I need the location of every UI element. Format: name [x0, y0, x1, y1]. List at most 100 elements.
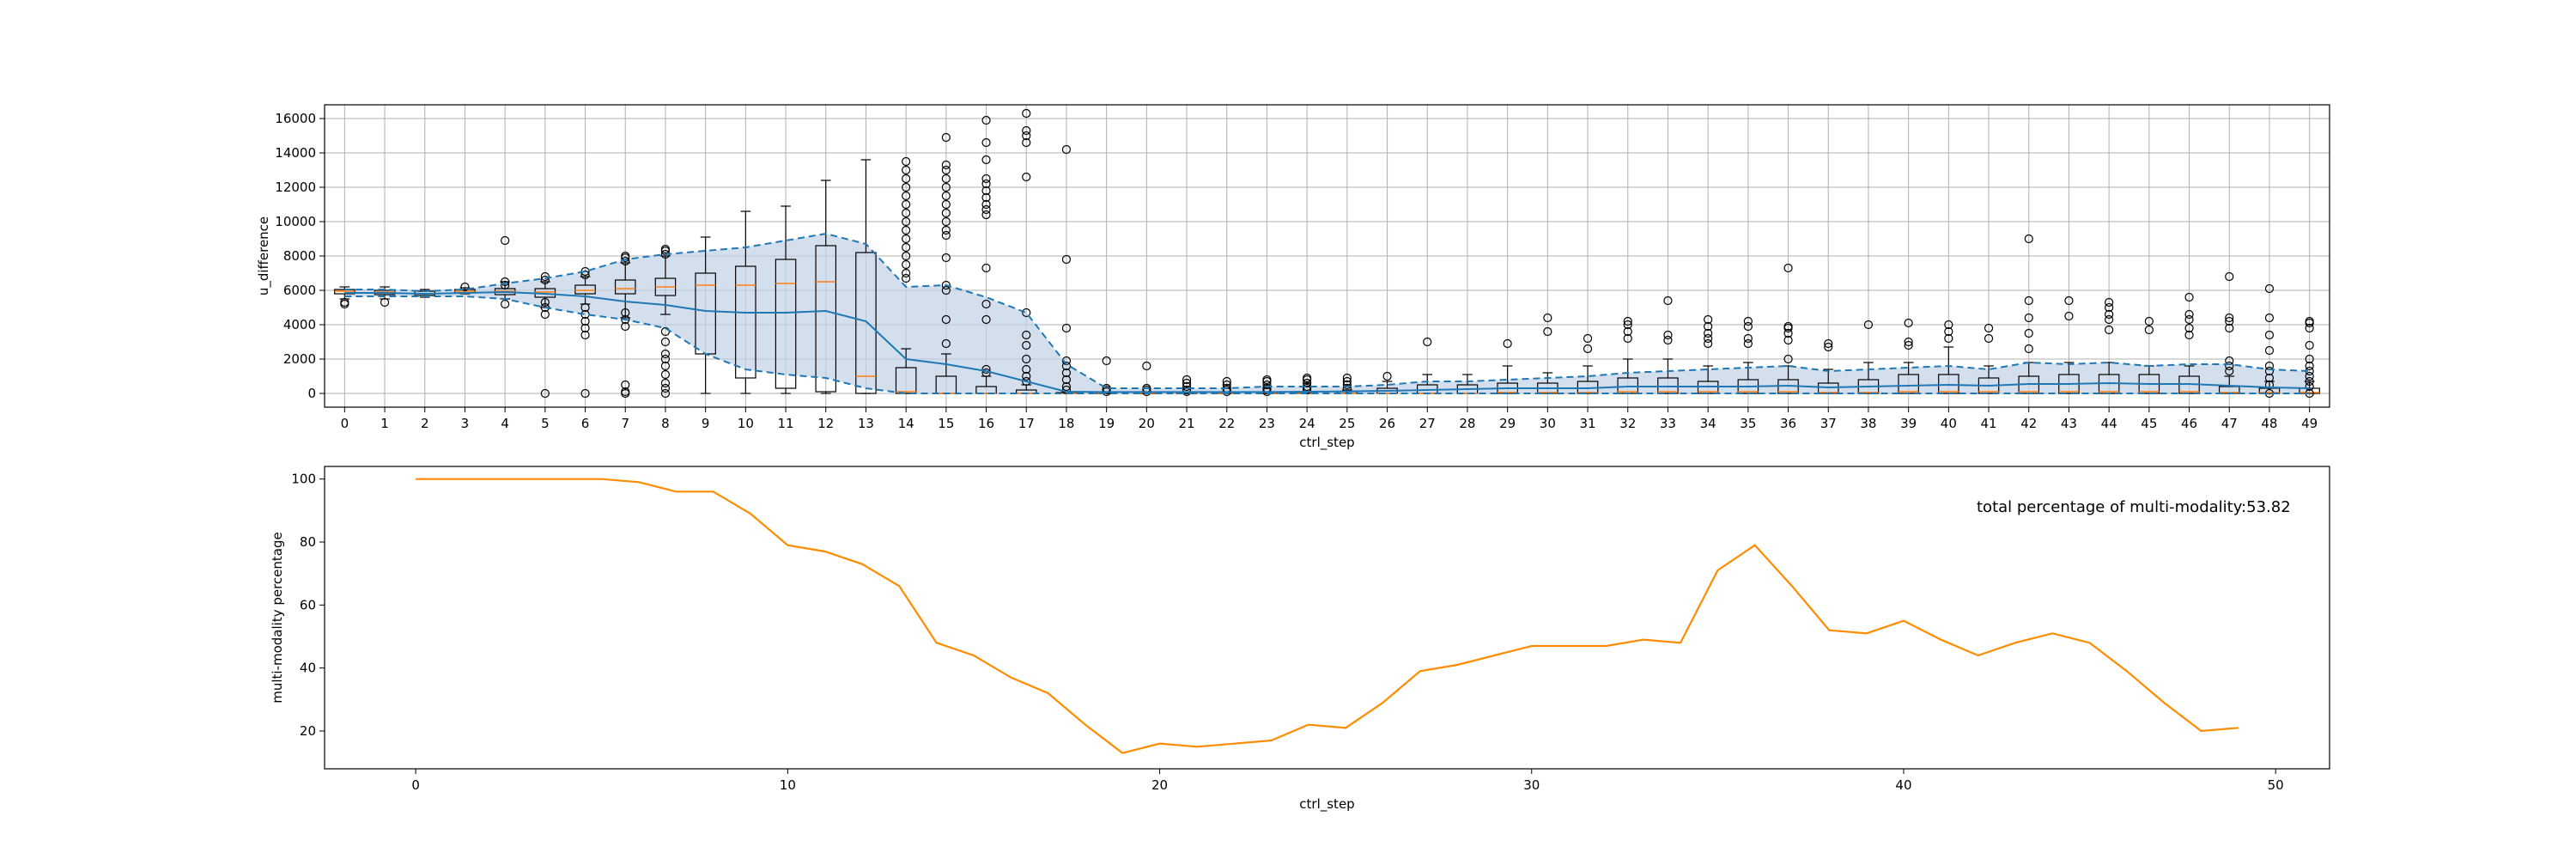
flier-point: [660, 337, 671, 347]
x-tick-label: 40: [1941, 416, 1957, 431]
flier-point: [1904, 318, 1913, 328]
box-iqr: [614, 279, 636, 295]
flier-point: [1623, 333, 1632, 344]
x-tick-label: 26: [1379, 416, 1395, 431]
x-tick-label: 17: [1018, 416, 1035, 431]
x-tick-label: 42: [2020, 416, 2037, 431]
flier-point: [1262, 375, 1272, 385]
flier-point: [1061, 368, 1072, 378]
flier-point: [981, 263, 991, 273]
flier-point: [2184, 323, 2194, 333]
flier-point: [1022, 308, 1031, 318]
multimodality-series-line: [416, 478, 2239, 754]
flier-point: [2225, 313, 2234, 323]
x-tick-label: 19: [1098, 416, 1115, 431]
flier-point: [1743, 316, 1753, 326]
flier-point: [981, 174, 991, 184]
flier-point: [2225, 366, 2234, 376]
flier-point: [2264, 345, 2275, 356]
flier-point: [902, 216, 911, 227]
flier-point: [1061, 361, 1072, 371]
box-iqr: [574, 284, 596, 295]
x-tick-label: 44: [2101, 416, 2117, 431]
flier-point: [2264, 313, 2275, 323]
flier-point: [1022, 131, 1031, 141]
x-tick-label: 30: [1540, 416, 1556, 431]
flier-point: [621, 308, 630, 318]
flier-point: [660, 388, 671, 399]
flier-point: [941, 216, 951, 227]
flier-point: [902, 225, 911, 235]
flier-point: [902, 242, 911, 253]
x-tick-label: 13: [858, 416, 874, 431]
flier-point: [1022, 172, 1031, 182]
flier-point: [621, 387, 630, 397]
flier-point: [1704, 314, 1713, 325]
x-tick-label: 32: [1619, 416, 1636, 431]
x-tick-label: 39: [1900, 416, 1917, 431]
flier-point: [2064, 311, 2074, 321]
flier-point: [1142, 361, 1151, 371]
flier-point: [580, 270, 590, 280]
flier-point: [1783, 263, 1793, 273]
flier-point: [2105, 302, 2114, 313]
total-percentage-annotation: total percentage of multi-modality:53.82: [1977, 498, 2291, 516]
flier-point: [981, 364, 991, 375]
flier-point: [1783, 335, 1793, 345]
y-tick-label: 100: [291, 472, 316, 487]
flier-point: [2105, 325, 2114, 335]
y-tick-label: 12000: [275, 180, 316, 195]
x-tick-label: 31: [1580, 416, 1596, 431]
flier-point: [941, 338, 951, 349]
flier-point: [1262, 380, 1272, 390]
flier-point: [580, 330, 590, 340]
x-tick-label: 48: [2261, 416, 2277, 431]
flier-point: [1022, 376, 1031, 387]
flier-point: [2264, 283, 2275, 294]
flier-point: [981, 299, 991, 309]
x-tick-label: 22: [1218, 416, 1235, 431]
x-tick-label: 35: [1740, 416, 1756, 431]
box-iqr: [2299, 387, 2320, 394]
y-tick-label: 60: [300, 597, 316, 612]
flier-point: [580, 302, 590, 313]
x-tick-label: 50: [2268, 777, 2284, 793]
flier-point: [621, 314, 630, 325]
flier-point: [660, 349, 671, 359]
y-tick-label: 4000: [283, 317, 316, 332]
flier-point: [1623, 320, 1632, 330]
boxplot-chart: 0 1 2 3 4 5 6 7 8 9 10 11 12 13 14 15 16 17 18 19 20 21 22 23 24…: [256, 104, 2330, 451]
x-tick-label: 15: [938, 416, 954, 431]
flier-point: [1663, 330, 1673, 340]
flier-point: [2305, 361, 2314, 371]
x-tick-label: 40: [1895, 777, 1911, 793]
box-iqr: [815, 245, 837, 393]
y-tick-label: 0: [307, 386, 316, 401]
flier-point: [1022, 354, 1031, 364]
box-11: [775, 205, 797, 394]
flier-point: [941, 174, 951, 184]
box-iqr: [735, 265, 756, 379]
y-tick-label: 14000: [275, 145, 316, 161]
flier-point: [1182, 378, 1192, 388]
flier-point: [902, 208, 911, 218]
box-iqr: [775, 259, 797, 389]
x-tick-label: 21: [1179, 416, 1195, 431]
multimodality-points: [416, 478, 2239, 753]
flier-point: [1022, 330, 1031, 340]
flier-point: [1583, 344, 1593, 354]
flier-point: [660, 383, 671, 393]
x-tick-label: 16: [978, 416, 994, 431]
multimodality-line-chart: 0 10 20 30 40 50 20 40 60 80 100 total percentage …: [270, 466, 2330, 813]
flier-point: [1663, 295, 1673, 306]
flier-point: [902, 273, 911, 283]
x-tick-label: 28: [1459, 416, 1475, 431]
flier-point: [1022, 108, 1031, 119]
x-tick-label: 8: [661, 416, 670, 431]
x-tick-label: 47: [2221, 416, 2238, 431]
flier-point: [1382, 371, 1392, 381]
flier-point: [1022, 137, 1031, 148]
x-tick-label: 14: [898, 416, 914, 431]
flier-point: [941, 199, 951, 210]
flier-point: [1423, 337, 1432, 347]
